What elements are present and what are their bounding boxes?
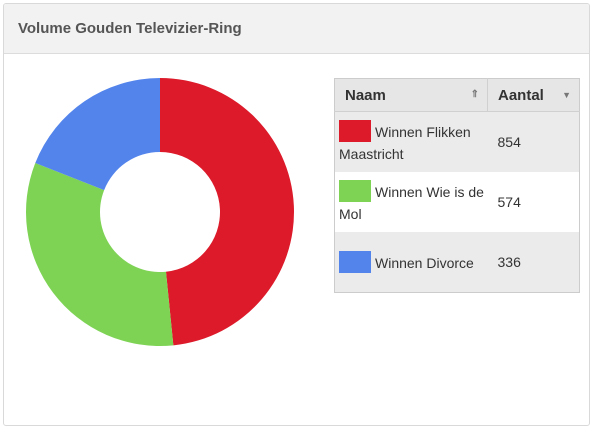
legend-table: Naam ⇑ Aantal ▼ Winnen Flikken Maastrich… <box>334 78 580 293</box>
panel-header: Volume Gouden Televizier-Ring <box>4 4 589 54</box>
legend-header-row: Naam ⇑ Aantal ▼ <box>334 78 580 112</box>
column-header-name-label: Naam <box>345 86 386 104</box>
donut-slice-3[interactable] <box>35 78 160 191</box>
sort-desc-icon: ▼ <box>562 90 571 100</box>
column-header-count-label: Aantal <box>498 86 544 104</box>
legend-row[interactable]: Winnen Wie is de Mol 574 <box>334 172 580 232</box>
legend-value: 336 <box>487 232 580 293</box>
legend-swatch <box>339 119 371 142</box>
legend-value: 854 <box>487 111 580 172</box>
column-header-name[interactable]: Naam ⇑ <box>334 78 488 112</box>
legend-name-cell: Winnen Divorce <box>334 232 488 293</box>
donut-slice-2[interactable] <box>25 163 174 346</box>
donut-chart <box>25 78 295 346</box>
legend-name-cell: Winnen Wie is de Mol <box>334 172 488 232</box>
legend-row[interactable]: Winnen Flikken Maastricht 854 <box>334 111 580 172</box>
legend-row[interactable]: Winnen Divorce 336 <box>334 232 580 293</box>
legend-value: 574 <box>487 172 580 232</box>
legend-name-cell: Winnen Flikken Maastricht <box>334 111 488 172</box>
legend-swatch <box>339 179 371 202</box>
chart-panel: Volume Gouden Televizier-Ring Naam ⇑ Aan… <box>3 3 590 426</box>
column-header-count[interactable]: Aantal ▼ <box>487 78 580 112</box>
sort-both-icon: ⇑ <box>470 89 479 100</box>
legend-swatch <box>339 250 371 273</box>
legend-label: Winnen Wie is de Mol <box>339 183 484 222</box>
donut-slice-1[interactable] <box>160 78 295 346</box>
legend-label: Winnen Divorce <box>375 254 474 271</box>
legend-label: Winnen Flikken Maastricht <box>339 123 471 162</box>
panel-title: Volume Gouden Televizier-Ring <box>18 20 242 37</box>
